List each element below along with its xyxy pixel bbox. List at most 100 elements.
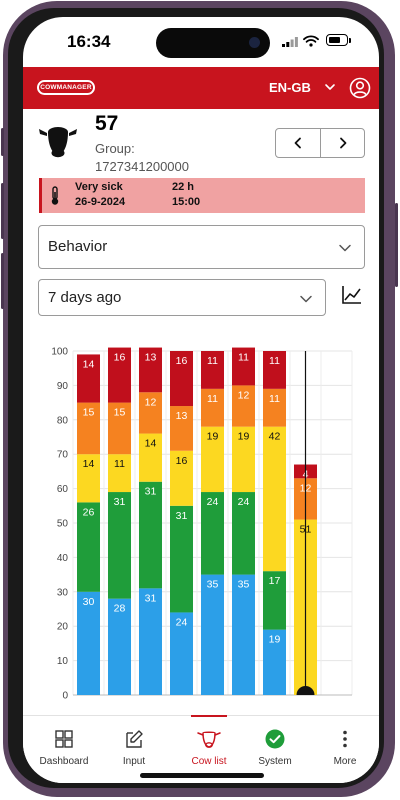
nav-dashboard-label: Dashboard: [39, 756, 89, 767]
bar-segment: [139, 392, 162, 434]
battery-icon: [326, 34, 348, 46]
bar-segment: [77, 454, 100, 503]
cow-number: 57: [95, 112, 119, 135]
cowmanager-logo[interactable]: COWMANAGER: [37, 80, 95, 95]
nav-more[interactable]: More: [313, 716, 377, 776]
bar-segment: [108, 402, 131, 455]
bar-value-label: 16: [176, 455, 188, 467]
bar-segment: [201, 492, 224, 575]
bar-value-label: 31: [114, 496, 126, 508]
grid-icon: [55, 730, 73, 748]
bar-segment: [108, 492, 131, 599]
nav-cow-list[interactable]: Cow list: [177, 716, 241, 776]
bar-segment: [201, 426, 224, 493]
view-select-value: Behavior: [48, 238, 108, 255]
nav-dashboard[interactable]: Dashboard: [32, 716, 96, 776]
view-select[interactable]: Behavior: [38, 225, 365, 269]
bar-segment: [77, 402, 100, 455]
bar-segment: [232, 426, 255, 493]
bottom-nav: Dashboard Input Cow list System: [23, 715, 379, 783]
logo-text: COWMANAGER: [39, 82, 93, 93]
next-cow-button[interactable]: [321, 129, 365, 157]
group-value: 1727341200000: [95, 159, 189, 174]
status-bar: 16:34: [23, 17, 379, 65]
app-screen: 16:34 COWMANAGER EN-GB 57 Gr: [23, 17, 379, 783]
bar-segment: [170, 351, 193, 407]
current-time-marker-knob: [296, 686, 315, 695]
signal-icon: [282, 37, 298, 47]
y-tick-label: 90: [57, 381, 69, 392]
health-alert-banner[interactable]: Very sick 26-9-2024 22 h 15:00: [39, 178, 365, 213]
bar-segment: [232, 347, 255, 386]
wifi-icon: [303, 35, 319, 47]
phone-side-button: [395, 203, 398, 287]
bar-segment: [108, 347, 131, 403]
active-tab-indicator: [191, 715, 227, 717]
thermometer-icon: [51, 186, 59, 205]
bar-segment: [170, 406, 193, 451]
user-account-icon[interactable]: [349, 77, 371, 99]
y-tick-label: 70: [57, 450, 69, 461]
y-tick-label: 40: [57, 553, 69, 564]
nav-input-label: Input: [122, 756, 146, 767]
battery-tip: [349, 38, 351, 43]
bar-value-label: 28: [114, 603, 126, 615]
bar-value-label: 14: [83, 458, 95, 470]
bar-value-label: 14: [83, 358, 95, 370]
cow-icon: [197, 731, 221, 748]
bar-segment: [170, 612, 193, 695]
bar-value-label: 19: [207, 431, 219, 443]
bar-value-label: 24: [238, 496, 250, 508]
y-tick-label: 80: [57, 415, 69, 426]
bar-value-label: 13: [176, 410, 188, 422]
bar-value-label: 13: [145, 352, 157, 364]
chevron-right-icon: [340, 137, 347, 149]
bar-value-label: 26: [83, 506, 95, 518]
bar-segment: [77, 502, 100, 592]
nav-system-label: System: [258, 756, 292, 767]
y-tick-label: 50: [57, 519, 69, 530]
phone-side-button: [1, 183, 4, 239]
line-chart-icon[interactable]: [341, 285, 363, 305]
alert-duration: 22 h: [172, 181, 195, 193]
bar-value-label: 16: [176, 355, 188, 367]
bar-value-label: 31: [176, 510, 188, 522]
y-tick-label: 30: [57, 587, 69, 598]
bar-value-label: 16: [114, 352, 126, 364]
bar-value-label: 15: [114, 407, 126, 419]
previous-cow-button[interactable]: [276, 129, 320, 157]
bar-value-label: 12: [145, 396, 157, 408]
bar-value-label: 11: [269, 393, 280, 405]
bar-value-label: 30: [83, 596, 95, 608]
more-vertical-icon: [343, 730, 347, 748]
bar-value-label: 19: [269, 634, 281, 646]
bar-segment: [108, 454, 131, 493]
group-label: Group:: [95, 141, 135, 156]
language-selector[interactable]: EN-GB: [269, 80, 311, 95]
bar-segment: [263, 629, 286, 695]
edit-icon: [126, 730, 143, 748]
bar-segment: [170, 505, 193, 613]
bar-segment: [263, 351, 286, 389]
bar-segment: [170, 450, 193, 506]
bar-value-label: 24: [207, 496, 219, 508]
chevron-down-icon[interactable]: [324, 82, 336, 92]
chevron-down-icon: [300, 295, 312, 303]
bar-segment: [77, 354, 100, 403]
nav-system[interactable]: System: [243, 716, 307, 776]
nav-input[interactable]: Input: [102, 716, 166, 776]
chevron-left-icon: [294, 137, 301, 149]
bar-value-label: 14: [145, 438, 157, 450]
bar-segment: [139, 588, 162, 695]
cow-navigation: [275, 128, 365, 158]
y-tick-label: 100: [51, 347, 68, 358]
period-select[interactable]: 7 days ago: [38, 279, 326, 316]
behavior-chart: 0102030405060708090100302614151419-92831…: [51, 347, 353, 701]
bar-value-label: 24: [176, 616, 188, 628]
check-circle-icon: [265, 729, 285, 749]
alert-time: 15:00: [172, 196, 201, 208]
y-tick-label: 20: [57, 622, 69, 633]
bar-segment: [77, 591, 100, 695]
y-tick-label: 10: [57, 656, 69, 667]
status-time: 16:34: [67, 32, 111, 51]
